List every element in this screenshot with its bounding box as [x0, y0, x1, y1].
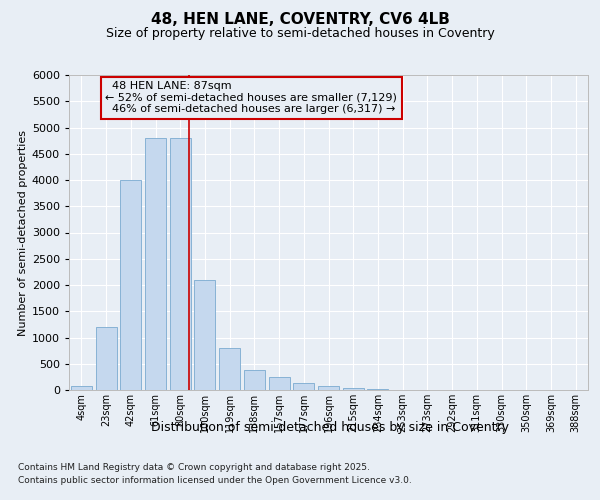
Text: Size of property relative to semi-detached houses in Coventry: Size of property relative to semi-detach…: [106, 26, 494, 40]
Bar: [95, 327, 116, 390]
Bar: [71, 386, 92, 390]
Text: 48 HEN LANE: 87sqm
← 52% of semi-detached houses are smaller (7,129)
  46% of se: 48 HEN LANE: 87sqm ← 52% of semi-detache…: [106, 82, 397, 114]
Text: Distribution of semi-detached houses by size in Coventry: Distribution of semi-detached houses by …: [151, 421, 509, 434]
Bar: [318, 386, 339, 390]
Bar: [293, 383, 314, 390]
Bar: [194, 280, 215, 390]
Bar: [219, 348, 240, 390]
Y-axis label: Number of semi-detached properties: Number of semi-detached properties: [17, 130, 28, 336]
Bar: [170, 138, 191, 390]
Bar: [244, 370, 265, 390]
Bar: [343, 388, 364, 390]
Bar: [145, 138, 166, 390]
Text: Contains HM Land Registry data © Crown copyright and database right 2025.: Contains HM Land Registry data © Crown c…: [18, 462, 370, 471]
Text: Contains public sector information licensed under the Open Government Licence v3: Contains public sector information licen…: [18, 476, 412, 485]
Text: 48, HEN LANE, COVENTRY, CV6 4LB: 48, HEN LANE, COVENTRY, CV6 4LB: [151, 12, 449, 28]
Bar: [120, 180, 141, 390]
Bar: [269, 377, 290, 390]
